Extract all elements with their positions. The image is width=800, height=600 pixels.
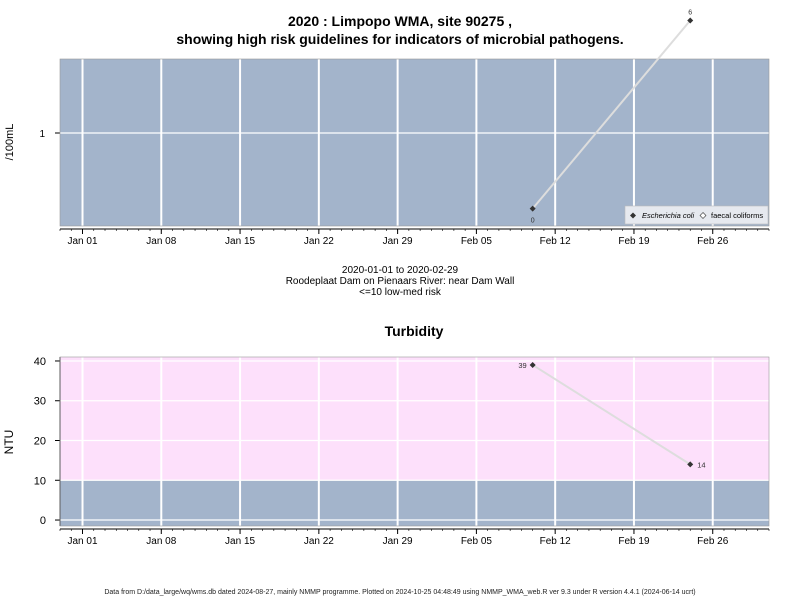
risk-band <box>60 480 769 526</box>
x-tick-label: Feb 05 <box>461 236 493 247</box>
turbidity-data-point <box>529 361 536 368</box>
x-tick-label: Jan 08 <box>146 236 176 247</box>
x-tick-label: Jan 01 <box>67 536 97 547</box>
turbidity-data-label: 39 <box>518 361 526 370</box>
ecoli-series-line <box>531 19 691 210</box>
legend-faecal-label: faecal coliforms <box>711 211 763 220</box>
date-range-text: 2020-01-01 to 2020-02-29 <box>341 265 459 276</box>
y-tick-label: 30 <box>34 396 46 408</box>
turbidity-data-label: 14 <box>697 460 705 469</box>
turbidity-series-line <box>532 364 691 466</box>
x-tick-label: Jan 15 <box>225 236 255 247</box>
x-tick-label: Feb 26 <box>697 536 729 547</box>
legend-ecoli-marker <box>630 212 636 219</box>
ecoli-panel: 1/100mL 0 6 Escherichia coli faecal coliform… <box>4 9 770 247</box>
ecoli-data-label: 6 <box>688 9 692 16</box>
plot-frame <box>59 58 770 227</box>
y-tick-label: 20 <box>34 436 46 448</box>
x-tick-label: Jan 15 <box>225 536 255 547</box>
x-tick-label: Feb 19 <box>618 236 650 247</box>
x-tick-label: Feb 19 <box>618 536 650 547</box>
footer-note: Data from D:/data_large/wq/wms.db dated … <box>104 589 696 596</box>
x-tick-label: Jan 22 <box>304 536 334 547</box>
x-tick-label: Jan 08 <box>146 536 176 547</box>
turbidity-panel: Turbidity 0 10 20 30 40 NTU 39 14 Jan 01 Jan 08 Jan… <box>2 323 770 547</box>
ecoli-data-point <box>529 205 536 212</box>
legend-ecoli-label: Escherichia coli <box>642 211 694 220</box>
y-tick-label: 40 <box>34 356 46 368</box>
ecoli-data-point <box>687 17 694 24</box>
turbidity-data-point <box>687 461 694 468</box>
x-tick-label: Feb 05 <box>461 536 493 547</box>
legend-box <box>624 205 769 225</box>
x-tick-label: Feb 26 <box>697 236 729 247</box>
y-tick-label: 0 <box>40 515 46 527</box>
legend-faecal-marker <box>699 212 707 219</box>
y-tick-label: 10 <box>34 475 46 487</box>
y-axis-label: NTU <box>2 430 16 455</box>
turbidity-title: Turbidity <box>385 323 444 339</box>
y-axis-label: /100mL <box>4 124 16 161</box>
x-tick-label: Jan 29 <box>383 236 413 247</box>
site-description: Roodeplaat Dam on Pienaars River: near D… <box>285 276 515 287</box>
chart-title-line2: showing high risk guidelines for indicat… <box>176 31 624 47</box>
y-tick-label: 1 <box>39 129 45 140</box>
x-tick-label: Jan 29 <box>383 536 413 547</box>
risk-band <box>60 357 769 481</box>
legend: Escherichia coli faecal coliforms <box>624 205 769 225</box>
plot-frame <box>59 356 770 527</box>
chart-title-line1: 2020 : Limpopo WMA, site 90275 , <box>287 13 513 29</box>
x-tick-label: Feb 12 <box>540 236 572 247</box>
ecoli-data-label: 0 <box>531 218 535 225</box>
x-tick-label: Feb 12 <box>540 536 572 547</box>
x-tick-label: Jan 22 <box>304 236 334 247</box>
plot-area <box>60 59 769 226</box>
risk-note: <=10 low-med risk <box>359 287 441 298</box>
x-tick-label: Jan 01 <box>67 236 97 247</box>
